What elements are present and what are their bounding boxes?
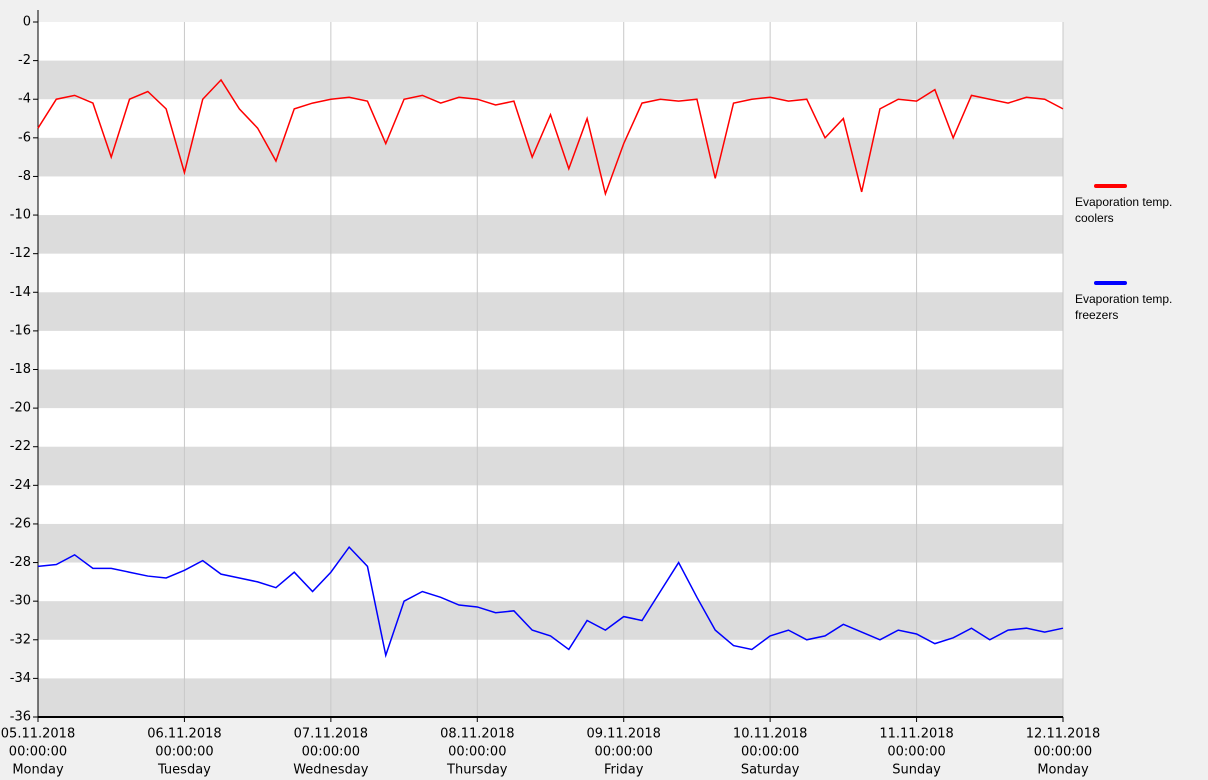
grid-band bbox=[38, 215, 1063, 254]
x-tick-label: 05.11.2018 bbox=[1, 727, 75, 742]
y-tick-label: -26 bbox=[10, 516, 31, 531]
x-tick-label: Saturday bbox=[741, 763, 800, 778]
x-tick-label: 07.11.2018 bbox=[294, 727, 368, 742]
y-tick-label: -2 bbox=[18, 53, 31, 68]
y-tick-label: -22 bbox=[10, 439, 31, 454]
y-tick-label: -32 bbox=[10, 632, 31, 647]
grid-band bbox=[38, 292, 1063, 331]
x-tick-label: Friday bbox=[604, 763, 644, 778]
grid-band bbox=[38, 523, 1063, 563]
y-tick-label: -20 bbox=[10, 401, 31, 416]
y-tick-label: -34 bbox=[10, 671, 31, 686]
x-tick-label: 00:00:00 bbox=[302, 745, 360, 760]
x-tick-label: 08.11.2018 bbox=[440, 727, 514, 742]
x-tick-label: Tuesday bbox=[157, 763, 211, 778]
x-tick-label: 00:00:00 bbox=[595, 745, 653, 760]
legend-label: Evaporation temp. coolers bbox=[1075, 195, 1173, 225]
y-tick-label: -18 bbox=[10, 362, 31, 377]
x-tick-label: Wednesday bbox=[293, 763, 369, 778]
x-tick-label: 11.11.2018 bbox=[879, 727, 953, 742]
y-tick-label: -8 bbox=[18, 169, 31, 184]
y-tick-label: -30 bbox=[10, 594, 31, 609]
x-tick-label: Sunday bbox=[892, 763, 941, 778]
y-tick-label: -14 bbox=[10, 285, 31, 300]
grid-band bbox=[38, 137, 1063, 177]
data-line bbox=[37, 545, 1064, 659]
grid-band bbox=[38, 446, 1063, 486]
y-tick-label: -12 bbox=[10, 246, 31, 261]
x-tick-label: Monday bbox=[1037, 763, 1089, 778]
grid-band bbox=[38, 60, 1063, 100]
x-tick-label: 00:00:00 bbox=[887, 745, 945, 760]
grid-band bbox=[38, 601, 1063, 640]
y-tick-label: -28 bbox=[10, 555, 31, 570]
x-tick-label: 00:00:00 bbox=[9, 745, 67, 760]
y-tick-label: -16 bbox=[10, 323, 31, 338]
y-tick-label: -4 bbox=[18, 92, 31, 107]
y-tick-label: -10 bbox=[10, 208, 31, 223]
x-tick-label: Monday bbox=[12, 763, 64, 778]
x-tick-label: Thursday bbox=[446, 763, 508, 778]
x-tick-label: 00:00:00 bbox=[1034, 745, 1092, 760]
x-tick-label: 06.11.2018 bbox=[147, 727, 221, 742]
x-tick-label: 09.11.2018 bbox=[586, 727, 660, 742]
grid-band bbox=[38, 678, 1063, 717]
x-tick-label: 10.11.2018 bbox=[733, 727, 807, 742]
y-tick-label: 0 bbox=[23, 15, 31, 30]
x-tick-label: 00:00:00 bbox=[741, 745, 799, 760]
y-tick-label: -24 bbox=[10, 478, 31, 493]
grid-band bbox=[38, 369, 1063, 409]
legend-label: Evaporation temp. freezers bbox=[1075, 292, 1173, 322]
y-tick-label: -36 bbox=[10, 710, 31, 725]
x-tick-label: 12.11.2018 bbox=[1026, 727, 1100, 742]
x-tick-label: 00:00:00 bbox=[155, 745, 213, 760]
data-line bbox=[37, 78, 1064, 197]
x-tick-label: 00:00:00 bbox=[448, 745, 506, 760]
y-tick-label: -6 bbox=[18, 130, 31, 145]
